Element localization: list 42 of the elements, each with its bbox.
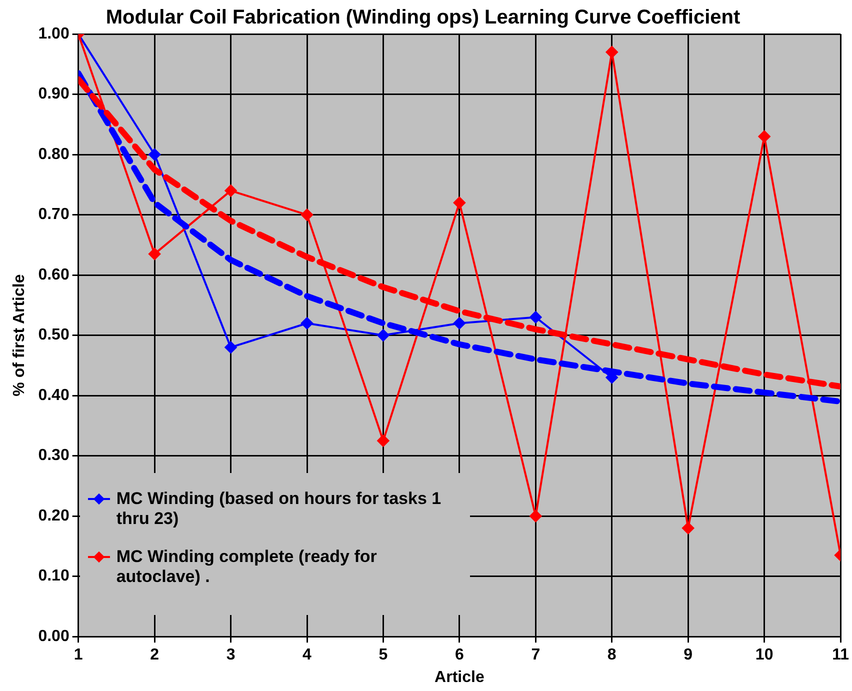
x-tick-label: 10 [755, 646, 774, 664]
y-tick-label: 0.30 [38, 447, 70, 464]
x-tick-label: 1 [74, 646, 83, 664]
y-tick-label: 0.20 [38, 507, 70, 524]
y-tick-label: 0.00 [38, 628, 70, 646]
point [301, 317, 313, 330]
legend-label: MC Winding complete (ready for autoclave) . [116, 546, 378, 587]
point [301, 208, 313, 221]
x-tick-label: 3 [226, 646, 236, 664]
y-tick-label: 0.50 [38, 326, 70, 344]
point [682, 522, 694, 534]
point [377, 329, 390, 342]
y-tick-label: 0.10 [38, 568, 70, 585]
x-tick-label: 7 [531, 646, 540, 664]
x-axis-title: Article [434, 668, 484, 686]
x-tick-label: 8 [607, 646, 616, 664]
x-tick-label: 11 [832, 646, 850, 664]
x-tick-label: 9 [684, 646, 693, 664]
y-axis-title: % of first Article [11, 274, 28, 396]
y-tick-label: 0.60 [38, 266, 70, 284]
x-tick-label: 2 [150, 646, 160, 664]
point [224, 184, 237, 197]
point [453, 317, 466, 330]
legend-label: MC Winding (based on hours for tasks 1 thru 23) [116, 488, 442, 529]
x-tick-label: 4 [302, 646, 312, 664]
point [453, 196, 466, 209]
point [224, 341, 237, 354]
point [530, 510, 542, 522]
point [377, 434, 390, 447]
x-tick-label: 6 [454, 646, 464, 664]
point [606, 46, 618, 58]
point [530, 311, 542, 324]
y-tick-label: 0.40 [38, 386, 70, 404]
y-tick-label: 0.80 [38, 146, 70, 163]
point [148, 248, 161, 260]
y-tick-label: 1.00 [38, 25, 70, 42]
x-tick-label: 5 [378, 646, 388, 664]
point [758, 130, 770, 142]
point [148, 148, 161, 161]
y-tick-label: 0.70 [38, 206, 70, 224]
chart-title: Modular Coil Fabrication (Winding ops) Learning Curve Coefficient [106, 6, 740, 29]
y-tick-label: 0.90 [38, 86, 70, 103]
